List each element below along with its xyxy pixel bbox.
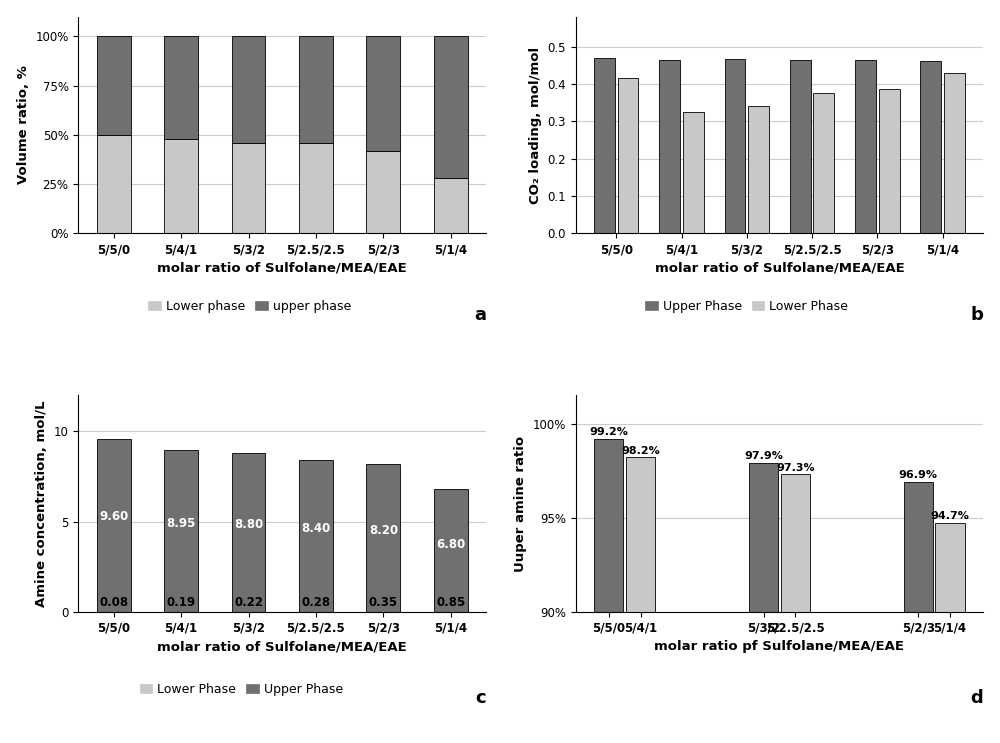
Legend: Upper Phase, Lower Phase: Upper Phase, Lower Phase [640,295,853,318]
Bar [790,60,811,233]
Legend: Lower Phase, Upper Phase: Lower Phase, Upper Phase [135,678,348,701]
Y-axis label: Uuper amine ratio: Uuper amine ratio [514,435,527,571]
Text: 98.2%: 98.2% [621,446,660,455]
X-axis label: molar ratio of Sulfolane/MEA/EAE: molar ratio of Sulfolane/MEA/EAE [157,640,407,653]
Bar [626,458,655,612]
Bar [904,482,933,612]
Bar [299,36,333,143]
Text: a: a [474,306,486,324]
Bar [594,438,623,612]
Text: 94.7%: 94.7% [931,511,970,522]
Bar [434,178,468,233]
X-axis label: molar ratio of Sulfolane/MEA/EAE: molar ratio of Sulfolane/MEA/EAE [655,262,904,275]
Y-axis label: Amine concentration, mol/L: Amine concentration, mol/L [35,400,48,607]
Bar [935,523,965,612]
X-axis label: molar ratio of Sulfolane/MEA/EAE: molar ratio of Sulfolane/MEA/EAE [157,262,407,275]
Text: c: c [475,690,486,707]
Text: 0.35: 0.35 [369,596,398,609]
Text: 0.22: 0.22 [234,596,263,609]
Bar [813,93,834,233]
Text: 0.85: 0.85 [436,596,465,609]
Text: 99.2%: 99.2% [589,426,628,437]
Bar [683,112,704,233]
Bar [725,59,745,233]
Text: 8.40: 8.40 [301,522,331,535]
Bar [920,61,941,233]
Bar [299,143,333,233]
Bar [299,460,333,612]
Bar [781,474,810,612]
Text: 0.19: 0.19 [167,596,196,609]
Text: 8.20: 8.20 [369,524,398,537]
Bar [659,59,680,233]
Bar [879,89,900,233]
Text: 8.80: 8.80 [234,518,263,531]
Text: 6.80: 6.80 [436,538,465,551]
Bar [944,73,965,233]
Bar [97,438,131,612]
Bar [164,36,198,139]
Bar [748,106,769,233]
Bar [366,151,400,233]
Bar [164,139,198,233]
Bar [232,143,265,233]
Bar [749,463,778,612]
Text: 0.28: 0.28 [301,596,330,609]
Bar [366,36,400,151]
Bar [97,134,131,233]
Text: 0.08: 0.08 [99,596,128,609]
Text: 97.9%: 97.9% [744,451,783,461]
Text: 96.9%: 96.9% [899,470,938,480]
Bar [164,450,198,612]
Text: 9.60: 9.60 [99,510,128,523]
Y-axis label: Volume ratio, %: Volume ratio, % [17,65,30,184]
Bar [232,36,265,143]
Bar [232,453,265,612]
Text: 8.95: 8.95 [166,516,196,530]
Bar [594,59,615,233]
Bar [97,36,131,134]
X-axis label: molar ratio pf Sulfolane/MEA/EAE: molar ratio pf Sulfolane/MEA/EAE [654,640,904,653]
Bar [366,464,400,612]
Legend: Lower phase, upper phase: Lower phase, upper phase [143,295,356,318]
Y-axis label: CO₂ loading, mol/mol: CO₂ loading, mol/mol [529,46,542,204]
Bar [618,78,638,233]
Text: d: d [971,690,983,707]
Text: b: b [970,306,983,324]
Bar [855,60,876,233]
Text: 97.3%: 97.3% [776,463,815,473]
Bar [434,489,468,612]
Bar [434,36,468,178]
